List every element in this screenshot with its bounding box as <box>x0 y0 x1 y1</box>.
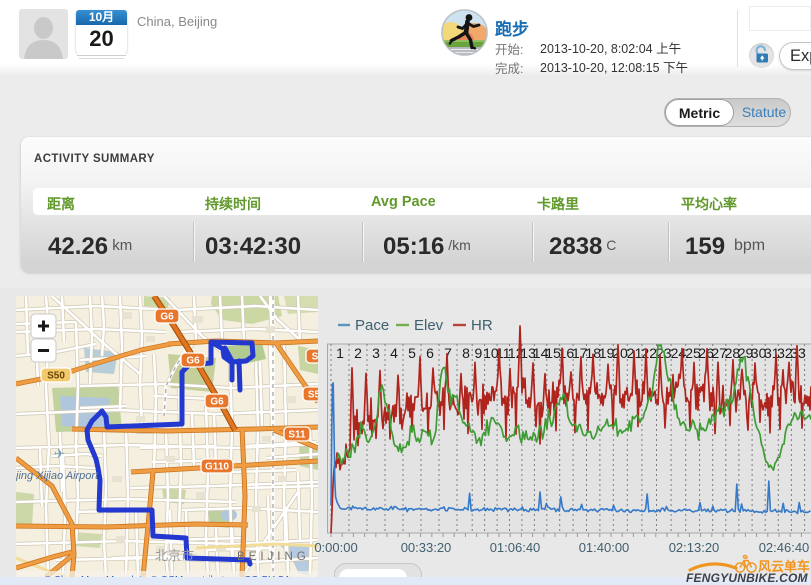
svg-text:jing Xijiao Airport: jing Xijiao Airport <box>16 470 99 482</box>
svg-text:S5: S5 <box>308 390 318 401</box>
svg-text:18: 18 <box>585 345 601 361</box>
svg-text:22: 22 <box>641 345 657 361</box>
svg-text:7: 7 <box>444 345 452 361</box>
svg-text:25: 25 <box>685 345 701 361</box>
svg-text:00:33:20: 00:33:20 <box>401 540 452 555</box>
svg-text:HR: HR <box>471 317 493 334</box>
svg-text:24: 24 <box>671 345 687 361</box>
svg-text:S: S <box>312 352 318 363</box>
svg-text:G110: G110 <box>205 462 229 473</box>
svg-text:4: 4 <box>390 345 398 361</box>
svg-text:01:06:40: 01:06:40 <box>490 540 541 555</box>
svg-text:6: 6 <box>426 345 434 361</box>
svg-text:✈: ✈ <box>54 446 65 461</box>
svg-text:29: 29 <box>738 345 754 361</box>
svg-text:01:40:00: 01:40:00 <box>579 540 630 555</box>
svg-text:Elev: Elev <box>414 317 444 334</box>
svg-text:9: 9 <box>475 345 483 361</box>
svg-text:02:46:40: 02:46:40 <box>759 540 810 555</box>
svg-text:20: 20 <box>612 345 628 361</box>
svg-text:15: 15 <box>545 345 561 361</box>
svg-text:G6: G6 <box>210 397 224 408</box>
svg-text:北京市: 北京市 <box>155 548 194 563</box>
svg-text:1: 1 <box>336 345 344 361</box>
svg-text:风云单车: 风云单车 <box>758 559 810 574</box>
svg-text:14: 14 <box>533 345 549 361</box>
svg-text:02:13:20: 02:13:20 <box>669 540 720 555</box>
svg-text:G6: G6 <box>186 356 200 367</box>
svg-text:5: 5 <box>408 345 416 361</box>
svg-text:8: 8 <box>462 345 470 361</box>
svg-text:3: 3 <box>372 345 380 361</box>
svg-text:27: 27 <box>711 345 727 361</box>
svg-text:G6: G6 <box>160 312 174 323</box>
svg-text:2: 2 <box>354 345 362 361</box>
svg-text:13: 13 <box>520 345 536 361</box>
svg-text:32: 32 <box>777 345 793 361</box>
svg-text:S50: S50 <box>47 371 65 382</box>
svg-text:S11: S11 <box>288 430 306 441</box>
svg-text:Pace: Pace <box>355 317 389 334</box>
svg-text:10: 10 <box>483 345 499 361</box>
svg-text:19: 19 <box>599 345 615 361</box>
svg-text:17: 17 <box>572 345 588 361</box>
svg-text:BEIJING: BEIJING <box>237 551 310 563</box>
svg-text:© SharpMap; Map data © OSM con: © SharpMap; Map data © OSM contributors,… <box>44 575 291 577</box>
svg-text:28: 28 <box>725 345 741 361</box>
svg-text:30: 30 <box>751 345 767 361</box>
svg-text:0:00:00: 0:00:00 <box>314 540 357 555</box>
